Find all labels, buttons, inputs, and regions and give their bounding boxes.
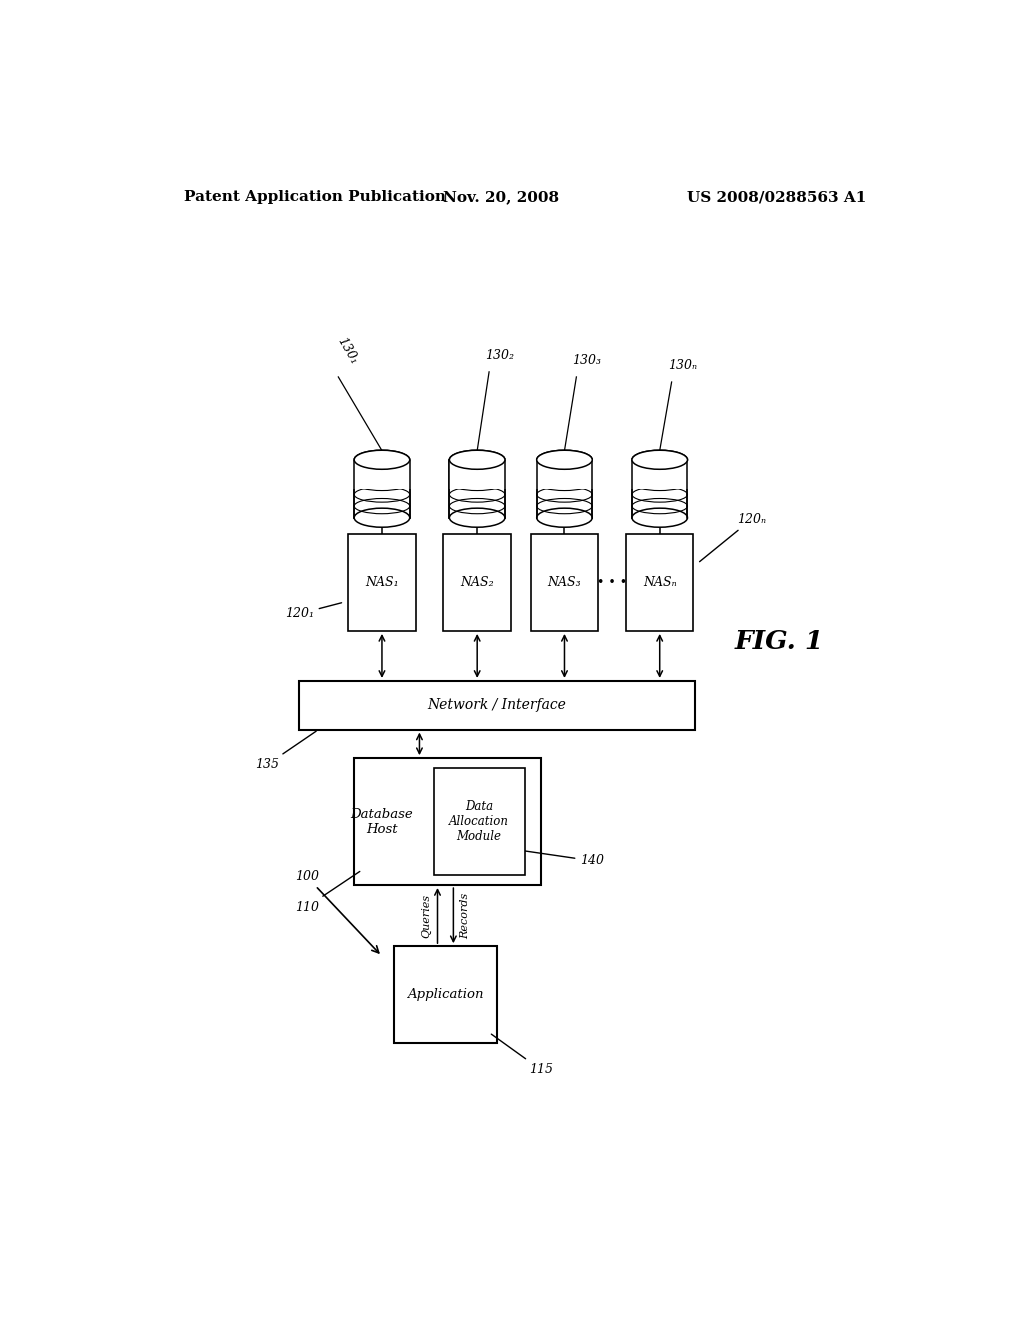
Text: Queries: Queries	[421, 894, 431, 937]
Text: Data
Allocation
Module: Data Allocation Module	[450, 800, 509, 843]
Ellipse shape	[450, 508, 505, 527]
FancyBboxPatch shape	[433, 768, 524, 875]
FancyBboxPatch shape	[536, 459, 593, 488]
Text: 130ₙ: 130ₙ	[668, 359, 696, 372]
FancyBboxPatch shape	[450, 459, 505, 517]
FancyBboxPatch shape	[348, 535, 416, 631]
FancyBboxPatch shape	[631, 459, 688, 488]
Text: 120ₙ: 120ₙ	[699, 512, 766, 562]
FancyBboxPatch shape	[632, 459, 687, 517]
FancyBboxPatch shape	[530, 535, 598, 631]
FancyBboxPatch shape	[299, 681, 695, 730]
Ellipse shape	[354, 508, 410, 527]
FancyBboxPatch shape	[537, 459, 592, 517]
Ellipse shape	[450, 450, 505, 470]
Text: NASₙ: NASₙ	[643, 577, 677, 589]
Ellipse shape	[537, 450, 592, 470]
Text: 110: 110	[295, 871, 359, 913]
Ellipse shape	[632, 450, 687, 470]
Text: 130₁: 130₁	[334, 335, 360, 367]
Text: NAS₂: NAS₂	[461, 577, 494, 589]
FancyBboxPatch shape	[443, 535, 511, 631]
Ellipse shape	[354, 450, 410, 470]
FancyBboxPatch shape	[354, 758, 541, 886]
Ellipse shape	[537, 508, 592, 527]
Text: 120₁: 120₁	[285, 603, 342, 620]
Text: 115: 115	[492, 1034, 553, 1076]
Text: Network / Interface: Network / Interface	[428, 698, 566, 713]
FancyBboxPatch shape	[449, 459, 506, 488]
Text: NAS₁: NAS₁	[366, 577, 398, 589]
Ellipse shape	[537, 450, 592, 470]
Text: Records: Records	[460, 892, 470, 939]
Ellipse shape	[632, 450, 687, 470]
Text: 130₂: 130₂	[485, 348, 514, 362]
Text: • • •: • • •	[597, 577, 627, 589]
Text: Application: Application	[408, 987, 483, 1001]
FancyBboxPatch shape	[353, 459, 411, 488]
Text: 130₃: 130₃	[572, 354, 601, 367]
Text: 140: 140	[509, 849, 604, 867]
FancyBboxPatch shape	[394, 946, 497, 1043]
Text: FIG. 1: FIG. 1	[734, 628, 823, 653]
Ellipse shape	[354, 450, 410, 470]
Ellipse shape	[450, 450, 505, 470]
Text: Nov. 20, 2008: Nov. 20, 2008	[443, 190, 559, 205]
Text: 135: 135	[255, 731, 316, 771]
Text: Database
Host: Database Host	[350, 808, 414, 836]
FancyBboxPatch shape	[354, 459, 410, 517]
Text: NAS₃: NAS₃	[548, 577, 582, 589]
Text: Patent Application Publication: Patent Application Publication	[183, 190, 445, 205]
FancyBboxPatch shape	[626, 535, 693, 631]
Text: 100: 100	[295, 870, 379, 953]
Text: US 2008/0288563 A1: US 2008/0288563 A1	[687, 190, 866, 205]
Ellipse shape	[632, 508, 687, 527]
